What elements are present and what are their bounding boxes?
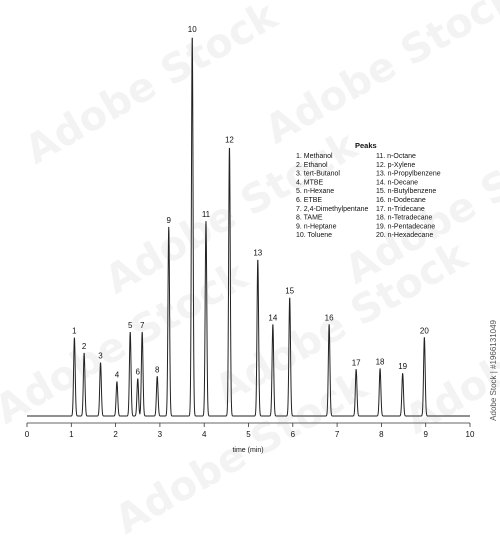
legend-entry: 14. n-Decane: [376, 179, 418, 186]
peak-label-17: 17: [352, 358, 361, 367]
legend-entry: 2. Ethanol: [296, 162, 328, 169]
legend-entry: 7. 2,4-Dimethylpentane: [296, 206, 368, 213]
x-tick-label: 3: [158, 430, 163, 439]
peak-label-20: 20: [420, 326, 429, 335]
peak-label-9: 9: [167, 216, 172, 225]
legend-entry: 9. n-Heptane: [296, 223, 337, 230]
legend-entry: 1. Methanol: [296, 153, 333, 160]
x-tick-label: 9: [423, 430, 428, 439]
x-tick-label: 1: [69, 430, 74, 439]
peak-label-5: 5: [128, 321, 133, 330]
legend-entry: 11. n-Octane: [376, 153, 416, 160]
peaks-legend: Peaks 1. Methanol 2. Ethanol 3. tert-Butan…: [296, 141, 441, 239]
peak-label-19: 19: [398, 362, 407, 371]
legend-entry: 16. n-Dodecane: [376, 197, 426, 204]
legend-entry: 18. n-Tetradecane: [376, 215, 433, 222]
legend-entry: 4. MTBE: [296, 179, 324, 186]
legend-entry: 8. TAME: [296, 215, 323, 222]
stock-id-text: Adobe Stock | #1966131049: [489, 320, 498, 421]
legend-entry: 20. n-Hexadecane: [376, 232, 433, 239]
x-axis-title: time (min): [232, 447, 263, 454]
peak-label-1: 1: [72, 327, 77, 336]
peak-label-14: 14: [268, 313, 277, 322]
peak-label-11: 11: [202, 210, 211, 219]
x-tick-label: 5: [246, 430, 251, 439]
legend-entry: 17. n-Tridecane: [376, 206, 425, 213]
x-tick-label: 8: [379, 430, 384, 439]
peak-label-3: 3: [98, 352, 103, 361]
peak-label-13: 13: [253, 248, 262, 257]
legend-entry: 5. n-Hexane: [296, 188, 334, 195]
legend-entry: 10. Toluene: [296, 232, 332, 239]
x-tick-label: 10: [466, 430, 475, 439]
peak-label-12: 12: [225, 136, 234, 145]
x-tick-label: 4: [202, 430, 207, 439]
legend-entry: 15. n-Butylbenzene: [376, 188, 436, 195]
x-tick-label: 2: [113, 430, 118, 439]
chromatogram-trace: [27, 37, 470, 417]
peak-label-2: 2: [82, 342, 87, 351]
peak-label-15: 15: [285, 287, 294, 296]
peak-label-4: 4: [115, 371, 120, 380]
legend-entry: 6. ETBE: [296, 197, 322, 204]
legend-entry: 12. p-Xylene: [376, 162, 415, 169]
peak-label-8: 8: [155, 365, 160, 374]
legend-entry: 3. tert-Butanol: [296, 171, 340, 178]
x-axis: 0 1 2 3 4 5 6 7 8 9 10: [25, 422, 475, 439]
legend-entry: 19. n-Pentadecane: [376, 223, 435, 230]
x-tick-label: 0: [25, 430, 30, 439]
x-tick-label: 6: [291, 430, 296, 439]
peak-label-16: 16: [325, 313, 334, 322]
peak-label-10: 10: [188, 25, 197, 34]
peak-label-7: 7: [140, 321, 145, 330]
legend-title: Peaks: [355, 141, 377, 150]
peak-label-18: 18: [376, 358, 385, 367]
peak-label-6: 6: [136, 368, 141, 377]
legend-entry: 13. n-Propylbenzene: [376, 171, 441, 178]
x-tick-label: 7: [335, 430, 340, 439]
